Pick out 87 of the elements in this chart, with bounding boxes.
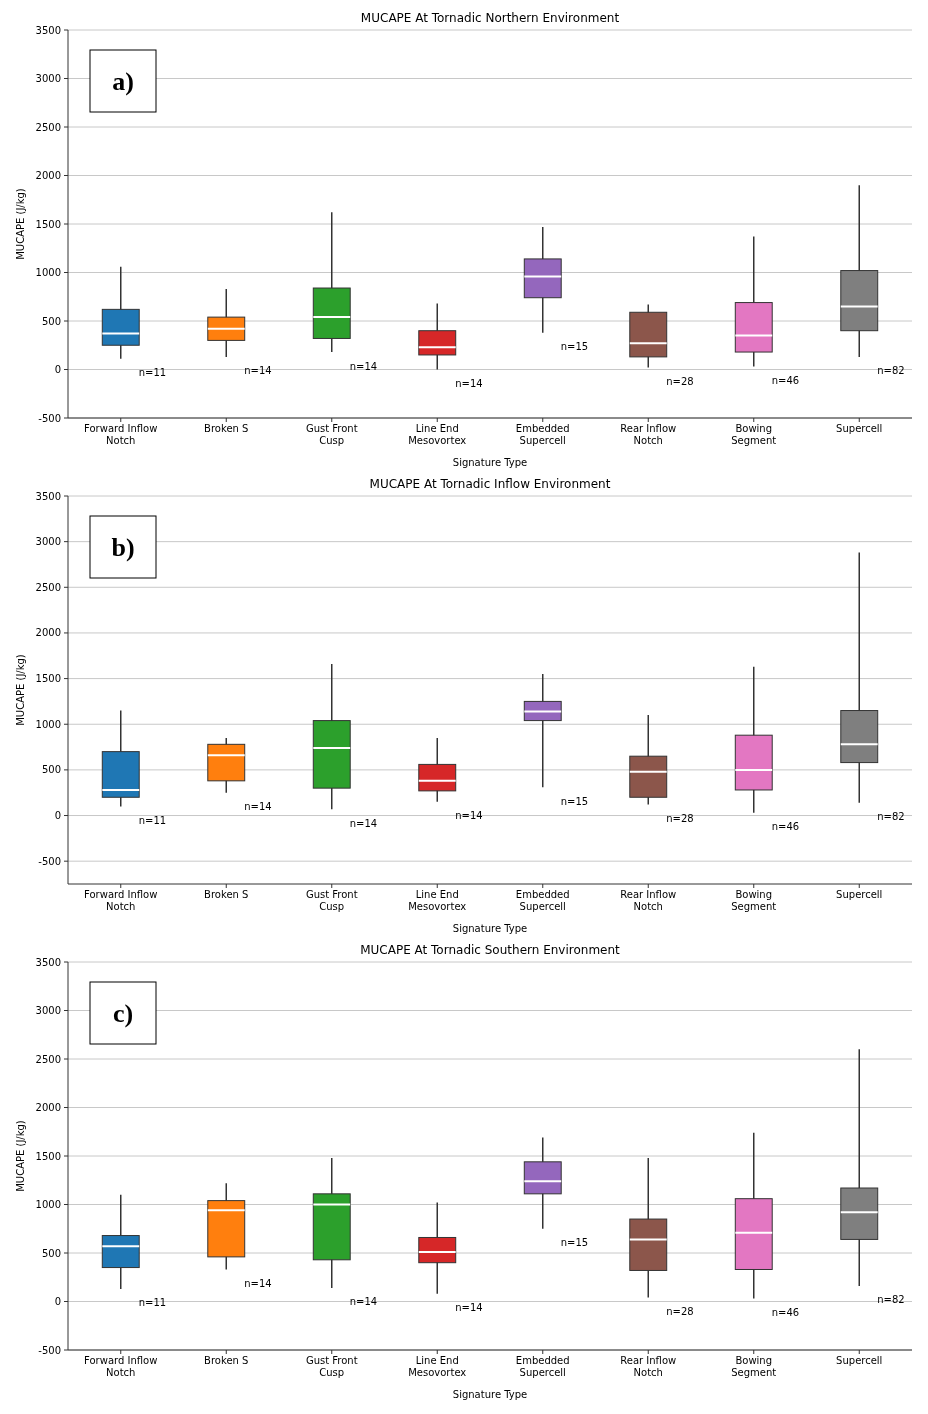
- x-tick-label: Rear Inflow Notch: [620, 423, 677, 446]
- annotation: n=28: [666, 813, 694, 825]
- annotation: n=28: [666, 1306, 694, 1318]
- y-tick-label: 3000: [35, 1005, 61, 1016]
- annotation: n=14: [349, 817, 378, 829]
- x-tick-label: Broken S: [204, 1355, 249, 1366]
- y-tick-label: 1000: [35, 718, 61, 730]
- x-tick-label: Forward Inflow Notch: [84, 889, 158, 912]
- y-tick-label: 3500: [35, 956, 61, 968]
- x-tick-label: Supercell: [836, 423, 883, 434]
- x-tick-label: Broken S: [204, 423, 249, 434]
- x-tick-label: Bowing Segment: [731, 423, 777, 446]
- x-tick-label: Supercell: [836, 889, 883, 900]
- y-tick-label: 2000: [35, 1102, 61, 1113]
- annotation: n=14: [455, 1302, 483, 1314]
- chart-title: MUCAPE At Tornadic Northern Environment: [360, 11, 620, 25]
- x-tick-label: Embedded Supercell: [515, 1355, 570, 1378]
- y-tick-label: 1500: [35, 673, 61, 685]
- y-tick-label: 0: [54, 810, 61, 822]
- x-tick-label: Gust Front Cusp: [305, 889, 358, 912]
- chart-title: MUCAPE At Tornadic Inflow Environment: [369, 477, 611, 491]
- y-tick-label: 2500: [35, 581, 61, 593]
- x-tick-label: Rear Inflow Notch: [620, 1355, 677, 1378]
- x-tick-label: Embedded Supercell: [515, 423, 570, 446]
- annotation: n=82: [877, 1294, 905, 1306]
- annotation: n=14: [244, 801, 272, 813]
- annotation: n=14: [244, 1277, 272, 1289]
- y-tick-label: 1500: [35, 218, 61, 230]
- annotation: c): [112, 999, 134, 1028]
- y-tick-label: 500: [41, 315, 61, 327]
- x-tick-label: Line End Mesovortex: [408, 423, 467, 446]
- annotation: n=15: [560, 1237, 589, 1249]
- y-tick-label: 3500: [35, 490, 61, 502]
- annotation: n=46: [771, 1307, 800, 1319]
- x-axis-title: Signature Type: [452, 457, 528, 468]
- y-tick-label: 500: [41, 1247, 61, 1259]
- annotation: n=46: [771, 375, 800, 387]
- x-axis-title: Signature Type: [452, 923, 528, 934]
- x-tick-label: Gust Front Cusp: [305, 1355, 358, 1378]
- y-tick-label: 0: [54, 1296, 61, 1307]
- y-tick-label: -500: [38, 412, 61, 424]
- y-tick-label: 2500: [35, 1053, 61, 1065]
- x-tick-label: Embedded Supercell: [515, 889, 570, 912]
- y-axis-title: MUCAPE (J/kg): [15, 188, 26, 260]
- y-axis-title: MUCAPE (J/kg): [15, 654, 26, 726]
- x-tick-label: Gust Front Cusp: [305, 423, 358, 446]
- y-tick-label: 1500: [35, 1150, 61, 1162]
- annotation: n=11: [138, 814, 167, 826]
- annotation: n=14: [244, 365, 272, 377]
- annotation: n=46: [771, 821, 800, 833]
- x-tick-label: Forward Inflow Notch: [84, 1355, 158, 1378]
- annotation: n=14: [349, 360, 378, 372]
- annotation: n=15: [560, 341, 589, 353]
- annotation: n=82: [877, 365, 905, 377]
- annotation: n=14: [455, 378, 483, 389]
- annotation: n=14: [455, 810, 483, 822]
- annotation: n=82: [877, 811, 905, 823]
- x-tick-label: Broken S: [204, 889, 249, 900]
- annotation: n=14: [349, 1296, 378, 1308]
- chart-title: MUCAPE At Tornadic Southern Environment: [360, 943, 621, 957]
- x-tick-label: Bowing Segment: [731, 1355, 777, 1378]
- y-tick-label: 2000: [35, 170, 61, 181]
- y-tick-label: -500: [38, 1344, 61, 1356]
- y-tick-label: 3000: [35, 536, 61, 548]
- annotation: b): [111, 533, 135, 562]
- y-tick-label: 500: [41, 764, 61, 776]
- y-tick-label: 3000: [35, 73, 61, 84]
- x-tick-label: Rear Inflow Notch: [620, 889, 677, 912]
- annotation: n=11: [138, 367, 167, 379]
- x-tick-label: Bowing Segment: [731, 889, 777, 912]
- x-tick-label: Line End Mesovortex: [408, 1355, 467, 1378]
- y-tick-label: 1000: [35, 1199, 61, 1210]
- annotation: n=28: [666, 376, 694, 388]
- x-tick-label: Forward Inflow Notch: [84, 423, 158, 446]
- y-tick-label: 3500: [35, 24, 61, 36]
- y-axis-title: MUCAPE (J/kg): [15, 1120, 26, 1192]
- x-tick-label: Supercell: [836, 1355, 883, 1366]
- y-tick-label: 2500: [35, 121, 61, 133]
- y-tick-label: 1000: [35, 267, 61, 278]
- x-axis-title: Signature Type: [452, 1389, 528, 1400]
- y-tick-label: -500: [38, 855, 61, 867]
- x-tick-label: Line End Mesovortex: [408, 889, 467, 912]
- y-tick-label: 2000: [35, 627, 61, 639]
- annotation: a): [112, 67, 134, 96]
- y-tick-label: 0: [54, 364, 61, 375]
- annotation: n=11: [138, 1297, 167, 1309]
- annotation: n=15: [560, 795, 589, 807]
